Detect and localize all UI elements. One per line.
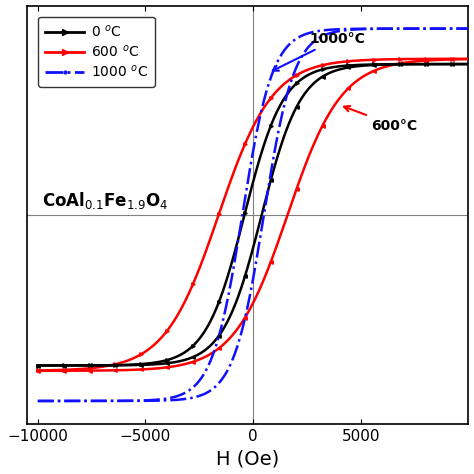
Text: 1000°C: 1000°C (273, 32, 365, 71)
Text: 600°C: 600°C (344, 106, 418, 133)
X-axis label: H (Oe): H (Oe) (216, 449, 279, 468)
Legend: 0 $^o$C, 600 $^o$C, 1000 $^o$C: 0 $^o$C, 600 $^o$C, 1000 $^o$C (38, 17, 155, 87)
Text: CoAl$_{0.1}$Fe$_{1.9}$O$_4$: CoAl$_{0.1}$Fe$_{1.9}$O$_4$ (42, 190, 168, 211)
